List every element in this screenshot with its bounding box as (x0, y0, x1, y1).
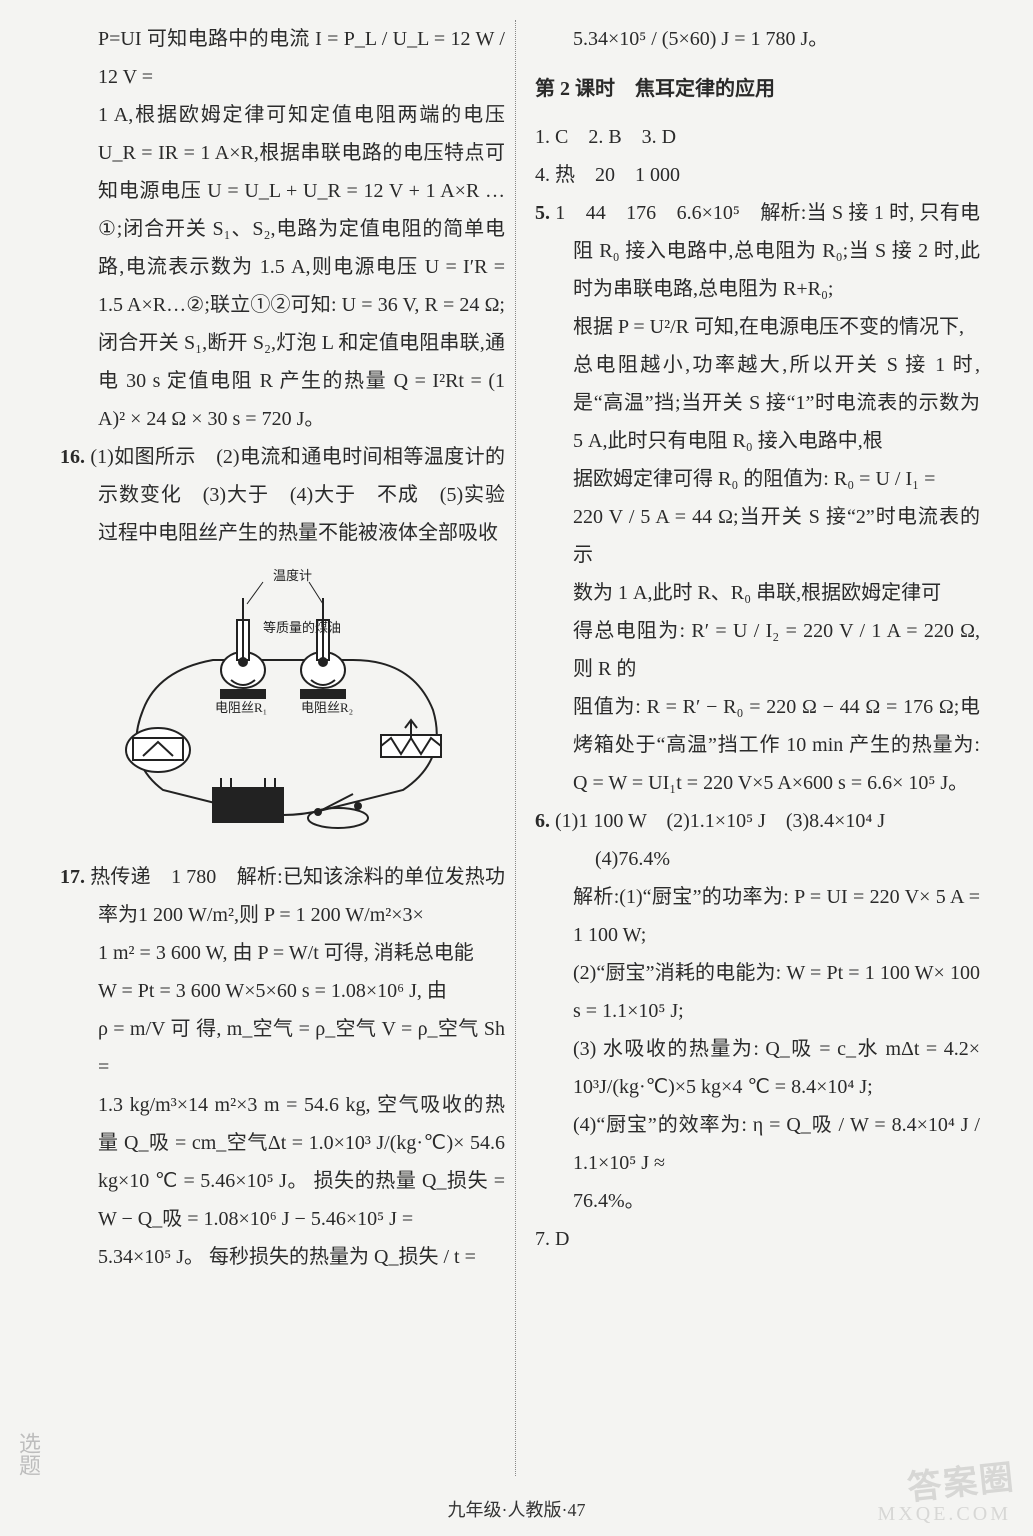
item-text: 1 44 176 6.6×10⁵ 解析:当 S 接 1 时, 只有电阻 R₀ 接… (555, 202, 980, 300)
item-16: 16. (1)如图所示 (2)电流和通电时间相等温度计的示数变化 (3)大于 (… (60, 438, 505, 552)
para: W = Pt = 3 600 W×5×60 s = 1.08×10⁶ J, 由 (60, 972, 505, 1010)
item-number: 6. (535, 810, 550, 832)
item-number: 16. (60, 446, 85, 468)
para: 解析:(1)“厨宝”的功率为: P = UI = 220 V× 5 A = 1 … (535, 878, 980, 954)
para: 根据 P = U²/R 可知,在电源电压不变的情况下, (535, 308, 980, 346)
para: P=UI 可知电路中的电流 I = P_L / U_L = 12 W / 12 … (60, 20, 505, 96)
label-oil: 等质量的煤油 (263, 620, 341, 635)
para: 76.4%。 (535, 1182, 980, 1220)
watermark-url: MXQE.COM (878, 1503, 1011, 1526)
item-5: 5. 1 44 176 6.6×10⁵ 解析:当 S 接 1 时, 只有电阻 R… (535, 194, 980, 308)
item-number: 17. (60, 866, 85, 888)
right-column: 5.34×10⁵ / (5×60) J = 1 780 J。 第 2 课时 焦耳… (535, 20, 980, 1276)
side-label: 选题 (12, 1432, 44, 1476)
para: 得总电阻为: R′ = U / I₂ = 220 V / 1 A = 220 Ω… (535, 612, 980, 688)
label-thermometer: 温度计 (273, 568, 312, 583)
item-6: 6. (1)1 100 W (2)1.1×10⁵ J (3)8.4×10⁴ J (535, 802, 980, 840)
para: 阻值为: R = R′ − R₀ = 220 Ω − 44 Ω = 176 Ω;… (535, 688, 980, 802)
para: (4)“厨宝”的效率为: η = Q_吸 / W = 8.4×10⁴ J / 1… (535, 1106, 980, 1182)
para: 1 A,根据欧姆定律可知定值电阻两端的电压 U_R = IR = 1 A×R,根… (60, 96, 505, 438)
item-text: (1)1 100 W (2)1.1×10⁵ J (3)8.4×10⁴ J (555, 810, 885, 832)
answer-7: 7. D (535, 1220, 980, 1258)
para: 总电阻越小,功率越大,所以开关 S 接 1 时, 是“高温”挡;当开关 S 接“… (535, 346, 980, 460)
para: 5.34×10⁵ J。 每秒损失的热量为 Q_损失 / t = (60, 1238, 505, 1276)
para: 数为 1 A,此时 R、R₀ 串联,根据欧姆定律可 (535, 574, 980, 612)
item-number: 5. (535, 202, 550, 224)
para: 5.34×10⁵ / (5×60) J = 1 780 J。 (535, 20, 980, 58)
para: (3) 水吸收的热量为: Q_吸 = c_水 mΔt = 4.2× 10³J/(… (535, 1030, 980, 1106)
para: 1.3 kg/m³×14 m²×3 m = 54.6 kg, 空气吸收的热量 Q… (60, 1086, 505, 1238)
para: ρ = m/V 可 得, m_空气 = ρ_空气 V = ρ_空气 Sh = (60, 1010, 505, 1086)
section-header: 第 2 课时 焦耳定律的应用 (535, 70, 980, 108)
para: 据欧姆定律可得 R₀ 的阻值为: R₀ = U / I₁ = (535, 460, 980, 498)
answer-4: 4. 热 20 1 000 (535, 156, 980, 194)
para: 220 V / 5 A = 44 Ω;当开关 S 接“2”时电流表的示 (535, 498, 980, 574)
left-column: P=UI 可知电路中的电流 I = P_L / U_L = 12 W / 12 … (60, 20, 505, 1276)
label-r1: 电阻丝R₁ (215, 700, 267, 715)
circuit-diagram: 温度计 等质量的煤油 电阻丝R₁ 电阻丝R₂ (60, 560, 505, 850)
item-text: 热传递 1 780 解析:已知该涂料的单位发热功率为1 200 W/m²,则 P… (90, 866, 505, 926)
para: (2)“厨宝”消耗的电能为: W = Pt = 1 100 W× 100 s =… (535, 954, 980, 1030)
para: 1 m² = 3 600 W, 由 P = W/t 可得, 消耗总电能 (60, 934, 505, 972)
label-r2: 电阻丝R₂ (301, 700, 353, 715)
item-text: (1)如图所示 (2)电流和通电时间相等温度计的示数变化 (3)大于 (4)大于… (90, 446, 505, 544)
para: (4)76.4% (535, 840, 980, 878)
item-17: 17. 热传递 1 780 解析:已知该涂料的单位发热功率为1 200 W/m²… (60, 858, 505, 934)
column-divider (515, 20, 516, 1476)
answer-list: 1. C 2. B 3. D (535, 118, 980, 156)
